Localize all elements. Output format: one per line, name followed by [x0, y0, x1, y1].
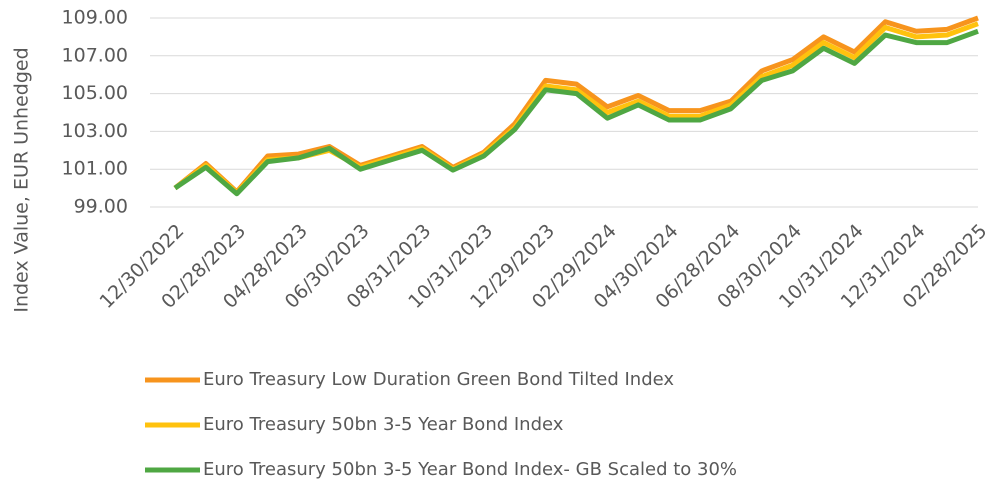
y-tick-label: 109.00: [62, 7, 128, 29]
y-tick-label: 107.00: [62, 44, 128, 66]
y-axis-title: Index Value, EUR Unhedged: [11, 47, 33, 312]
y-tick-label: 105.00: [62, 82, 128, 104]
legend-label: Euro Treasury Low Duration Green Bond Ti…: [203, 369, 674, 390]
y-tick-label: 103.00: [62, 120, 128, 142]
legend-label: Euro Treasury 50bn 3-5 Year Bond Index- …: [203, 459, 737, 480]
y-tick-label: 101.00: [62, 158, 128, 180]
y-tick-label: 99.00: [74, 196, 128, 218]
series-line: [173, 28, 979, 197]
legend-label: Euro Treasury 50bn 3-5 Year Bond Index: [203, 414, 564, 435]
series-line: [173, 15, 979, 195]
